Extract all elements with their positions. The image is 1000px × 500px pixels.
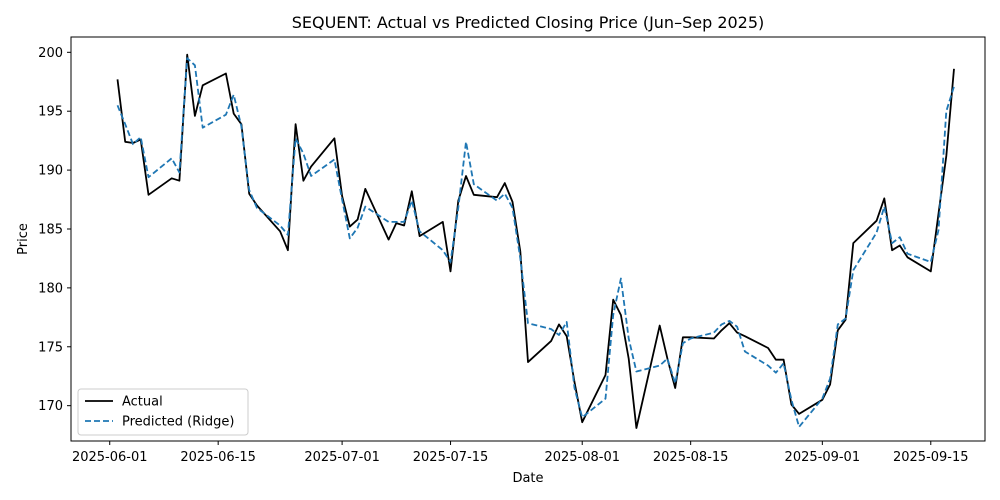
chart-title: SEQUENT: Actual vs Predicted Closing Pri… [292,13,765,32]
y-axis-ticks: 170 175 180 185 190 195 200 [38,46,71,414]
x-tick-label: 2025-06-15 [180,450,256,465]
y-tick-label: 190 [38,164,63,179]
y-tick-label: 195 [38,105,63,120]
x-tick-label: 2025-06-01 [72,450,148,465]
x-tick-label: 2025-09-01 [785,450,861,465]
x-tick-label: 2025-08-15 [653,450,729,465]
y-tick-label: 175 [38,340,63,355]
y-tick-label: 180 [38,281,63,296]
y-tick-label: 185 [38,222,63,237]
y-tick-label: 170 [38,399,63,414]
x-axis-ticks: 2025-06-01 2025-06-15 2025-07-01 2025-07-15… [72,441,969,465]
legend-label-actual: Actual [122,395,163,410]
legend-box [77,388,249,436]
legend-label-predicted: Predicted (Ridge) [122,415,234,430]
x-tick-label: 2025-07-15 [413,450,489,465]
x-tick-label: 2025-09-15 [893,450,969,465]
y-axis-label: Price [16,223,31,255]
y-tick-label: 200 [38,46,63,61]
series-line-actual [116,53,955,429]
x-tick-label: 2025-08-01 [544,450,620,465]
x-tick-label: 2025-07-01 [304,450,380,465]
x-axis-label: Date [512,471,543,486]
legend: Actual Predicted (Ridge) [77,388,249,436]
series-line-predicted [116,57,955,428]
plot-area-frame [70,36,986,442]
series-lines [116,53,955,429]
